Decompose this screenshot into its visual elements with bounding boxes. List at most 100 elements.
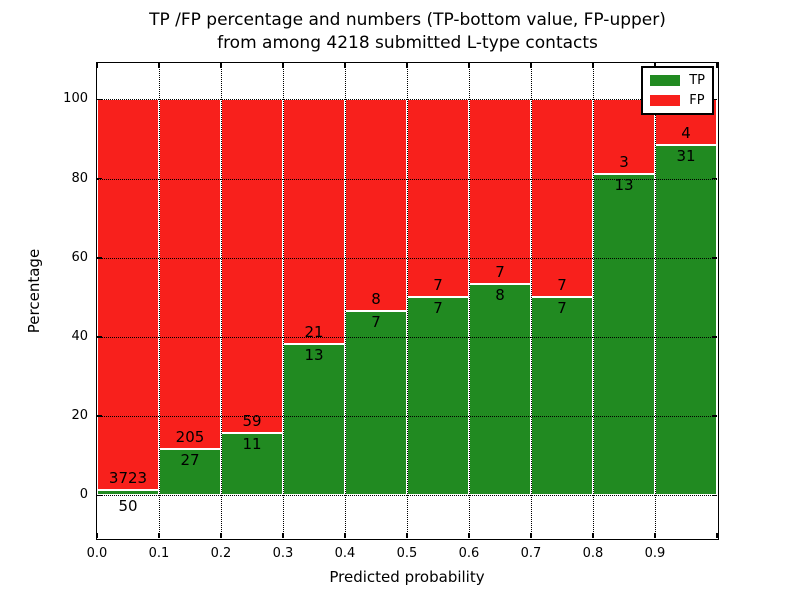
bar-segment-fp (407, 99, 469, 298)
x-tick-top (158, 63, 160, 68)
bar-segment-fp (97, 99, 159, 490)
chart-title: TP /FP percentage and numbers (TP-bottom… (96, 9, 719, 55)
x-tick-label: 0.5 (396, 546, 418, 561)
bar-segment-tp (469, 284, 531, 496)
x-tick-label: 0.9 (644, 546, 666, 561)
fp-count-label: 7 (495, 263, 505, 282)
bar-segment-tp (345, 310, 407, 496)
tp-count-label: 8 (495, 286, 505, 305)
y-tick-left (97, 415, 102, 417)
x-gridline (221, 63, 222, 538)
y-tick-left (97, 336, 102, 338)
x-tick-top (282, 63, 284, 68)
y-tick-right (712, 98, 717, 101)
x-tick-label: 0.1 (148, 546, 170, 561)
y-tick-right (712, 494, 717, 496)
legend-item-tp: TP (650, 74, 705, 87)
x-tick-top (406, 63, 408, 68)
fp-count-label: 7 (557, 276, 567, 295)
tp-count-label: 13 (304, 345, 324, 364)
x-tick-top (530, 63, 532, 68)
x-tick-label: 0.0 (86, 546, 108, 561)
legend-label-fp: FP (689, 93, 705, 108)
y-tick-label: 100 (63, 91, 88, 107)
fp-count-label: 4 (681, 123, 691, 142)
x-tick-top (220, 63, 222, 68)
tp-count-label: 7 (433, 299, 443, 318)
x-tick-bottom (282, 533, 284, 538)
y-tick-left (97, 98, 102, 101)
x-tick-bottom (530, 533, 532, 538)
legend-swatch-fp (650, 95, 681, 106)
x-tick-bottom (96, 533, 98, 538)
x-tick-label: 0.2 (210, 546, 232, 561)
legend: TP FP (641, 66, 714, 115)
bar-segment-fp (159, 99, 221, 450)
x-tick-label: 0.6 (458, 546, 480, 561)
x-tick-bottom (344, 533, 346, 538)
fp-count-label: 205 (175, 428, 205, 447)
bar-segment-tp (593, 173, 655, 496)
fp-count-label: 21 (304, 322, 324, 341)
bar-segment-tp (97, 489, 159, 496)
x-tick-label: 0.7 (520, 546, 542, 561)
y-tick-label: 40 (71, 328, 88, 344)
x-tick-label: 0.3 (272, 546, 294, 561)
fp-count-label: 3 (619, 152, 629, 171)
y-tick-label: 80 (71, 170, 88, 186)
plot-area: Predicted probability Percentage TP FP 0 2… (25, 62, 719, 586)
x-gridline (159, 63, 160, 538)
legend-item-fp: FP (650, 94, 705, 107)
fp-count-label: 59 (242, 412, 262, 431)
x-gridline (531, 63, 532, 538)
x-gridline (283, 63, 284, 538)
bar-segment-tp (283, 343, 345, 496)
bar-segment-fp (221, 99, 283, 434)
tp-count-label: 50 (118, 497, 138, 516)
chart-title-line1: TP /FP percentage and numbers (TP-bottom… (149, 10, 666, 30)
y-tick-label: 0 (79, 487, 88, 503)
tp-count-label: 11 (242, 435, 262, 454)
y-tick-left (97, 494, 102, 496)
tp-count-label: 31 (676, 146, 696, 165)
bar-segment-tp (407, 297, 469, 496)
y-axis-label: Percentage (25, 248, 43, 334)
x-gridline (407, 63, 408, 538)
tp-count-label: 7 (371, 312, 381, 331)
x-tick-top (344, 63, 346, 68)
y-tick-label: 60 (71, 249, 88, 265)
x-tick-top (654, 63, 656, 68)
tp-count-label: 13 (614, 175, 634, 194)
y-tick-right (712, 336, 717, 338)
y-tick-label: 20 (71, 408, 88, 424)
bar-segment-fp (531, 99, 593, 298)
x-gridline (345, 63, 346, 538)
x-tick-bottom (654, 533, 656, 538)
x-tick-top (96, 63, 98, 68)
x-tick-bottom (468, 533, 470, 538)
fp-count-label: 3723 (108, 468, 148, 487)
tp-count-label: 27 (180, 451, 200, 470)
bar-segment-fp (345, 99, 407, 311)
bar-segment-tp (159, 449, 221, 496)
x-tick-label: 0.8 (582, 546, 604, 561)
y-tick-left (97, 257, 102, 259)
bar-segment-tp (221, 433, 283, 496)
x-tick-top (592, 63, 594, 68)
x-gridline (593, 63, 594, 538)
tp-count-label: 7 (557, 299, 567, 318)
bar-segment-fp (469, 99, 531, 285)
bar-segment-tp (655, 144, 717, 496)
x-tick-label: 0.4 (334, 546, 356, 561)
x-tick-bottom (716, 533, 718, 538)
bar-segment-tp (531, 297, 593, 496)
x-tick-top (716, 63, 718, 68)
x-gridline (469, 63, 470, 538)
y-tick-right (712, 415, 717, 417)
x-tick-top (468, 63, 470, 68)
x-axis-label: Predicted probability (329, 568, 485, 586)
y-tick-right (712, 257, 717, 259)
fp-count-label: 7 (433, 276, 443, 295)
legend-swatch-tp (650, 75, 681, 86)
